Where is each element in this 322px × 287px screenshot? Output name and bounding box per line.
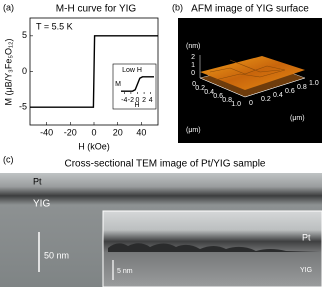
afm-y-tick: 0.8: [297, 84, 307, 91]
annotation: T = 5.5 K: [36, 21, 73, 31]
x-tick-label: 0: [91, 127, 96, 137]
y-tick-label: -5: [19, 102, 27, 112]
afm-texture: [209, 59, 286, 81]
y-tick-label: 5: [22, 30, 27, 40]
x-tick-label: 4: [149, 97, 153, 104]
afm-y-tick: 0: [249, 100, 253, 107]
inset-frame: [112, 63, 157, 110]
panel-label: (c): [3, 154, 14, 164]
afm-x-tick: 0: [192, 81, 196, 88]
afm-x-tick: 0.8: [222, 97, 232, 104]
x-tick-label: 2: [142, 97, 146, 104]
inset-y-label: M: [115, 81, 121, 88]
afm-x-tick: 0.2: [195, 85, 205, 92]
panel-title: Cross-sectional TEM image of Pt/YIG samp…: [65, 159, 266, 170]
afm-y-tick: 0.4: [273, 92, 283, 99]
y-axis-label: M (μB/Y₃Fe₅O₁₂): [3, 38, 13, 105]
afm-y-tick: 0.6: [285, 88, 295, 95]
afm-y-tick: 0.2: [261, 96, 271, 103]
y-tick-label: 0: [22, 66, 27, 76]
x-tick-label: -20: [64, 127, 77, 137]
tem-label: YIG: [33, 199, 50, 210]
panel-label: (b): [172, 2, 183, 12]
afm-x-tick: 1.0: [231, 101, 241, 108]
afm-surface: [200, 56, 305, 90]
x-tick-label: -4: [121, 97, 127, 104]
inset-title: Low H: [122, 67, 142, 74]
data-line: [30, 35, 158, 108]
afm-z-tick: 1: [191, 62, 195, 69]
tem-label: Pt: [302, 232, 311, 242]
afm-y-axis: [244, 77, 306, 98]
panel-label: (a): [3, 2, 14, 12]
afm-z-unit: (nm): [186, 43, 200, 50]
chart-title: M-H curve for YIG: [56, 4, 137, 15]
panel-title: AFM image of YIG surface: [191, 4, 309, 15]
afm-y-unit: (μm): [290, 115, 305, 122]
x-tick-label: -2: [128, 97, 134, 104]
data-line: [121, 76, 154, 92]
afm-z-tick: 0: [191, 70, 195, 77]
x-tick-label: 0: [136, 97, 140, 104]
afm-x-axis: [199, 77, 246, 98]
x-axis-label: H (kOe): [78, 141, 110, 151]
tem-pt-grains: [108, 243, 320, 252]
afm-y-tick: 1.0: [309, 80, 319, 87]
scale-label: 50 nm: [44, 250, 69, 260]
x-tick-label: 40: [136, 127, 146, 137]
tem-label: YIG: [300, 267, 312, 274]
x-tick-label: -40: [40, 127, 53, 137]
inset-x-label: H: [134, 102, 139, 109]
afm-x-tick: 0.6: [213, 93, 223, 100]
afm-x-unit: (μm): [186, 127, 201, 134]
afm-x-tick: 0.4: [204, 89, 214, 96]
scale-label: 5 nm: [117, 268, 133, 275]
x-tick-label: 20: [113, 127, 123, 137]
tem-label: Pt: [33, 176, 42, 186]
afm-z-tick: 2: [191, 54, 195, 61]
